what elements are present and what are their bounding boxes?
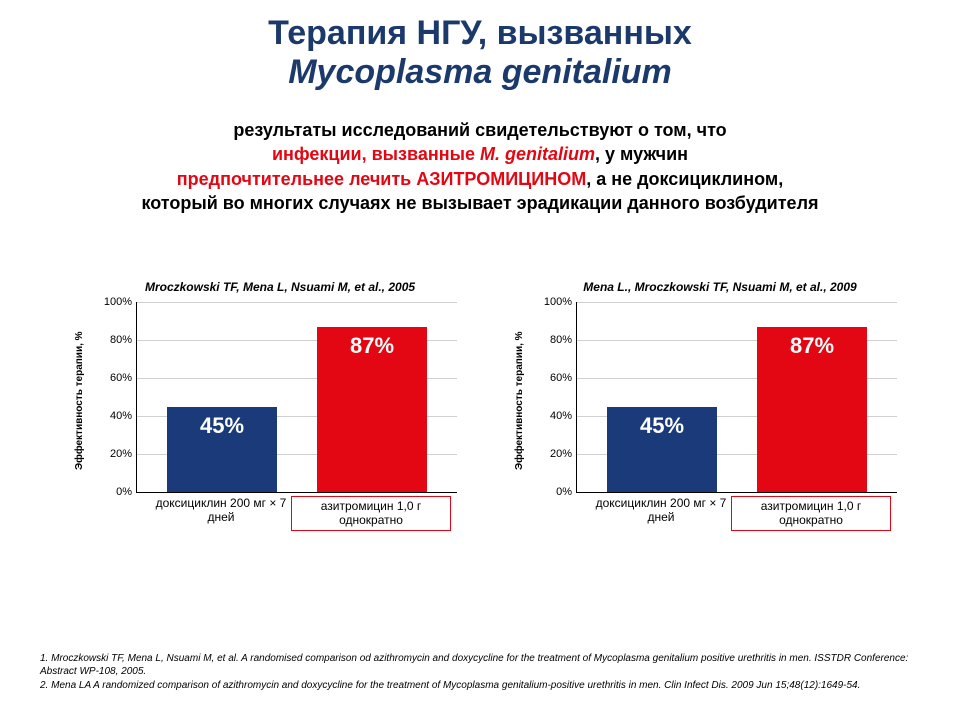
chart-left-title: Mroczkowski TF, Mena L, Nsuami M, et al.…: [80, 280, 480, 294]
ytick: 100%: [102, 296, 132, 308]
bar-value-label: 45%: [607, 413, 717, 439]
references: 1. Mroczkowski TF, Mena L, Nsuami M, et …: [40, 652, 920, 693]
subtitle: результаты исследований свидетельствуют …: [40, 118, 920, 215]
chart-right-plot: 45% 87%: [576, 302, 897, 493]
bar: 45%: [167, 407, 277, 493]
subtitle-l1: результаты исследований свидетельствуют …: [233, 120, 726, 140]
ytick: 0%: [102, 486, 132, 498]
ytick: 20%: [102, 448, 132, 460]
subtitle-l3a: предпочтительнее лечить АЗИТРОМИЦИНОМ: [177, 169, 586, 189]
subtitle-l2a: инфекции, вызванные: [272, 144, 480, 164]
chart-left-ylabel: Эффективность терапии, %: [74, 331, 85, 470]
ytick: 0%: [542, 486, 572, 498]
subtitle-l3b: , а не доксициклином,: [586, 169, 783, 189]
slide-title: Терапия НГУ, вызванных Mycoplasma genita…: [0, 14, 960, 92]
x-axis-label: азитромицин 1,0 годнократно: [291, 496, 451, 531]
chart-left: Mroczkowski TF, Mena L, Nsuami M, et al.…: [80, 280, 480, 540]
reference-1: 1. Mroczkowski TF, Mena L, Nsuami M, et …: [40, 652, 920, 679]
ytick: 80%: [102, 334, 132, 346]
bar-value-label: 87%: [757, 333, 867, 359]
bar: 45%: [607, 407, 717, 493]
ytick: 40%: [102, 410, 132, 422]
ytick: 80%: [542, 334, 572, 346]
chart-right-ylabel: Эффективность терапии, %: [514, 331, 525, 470]
ytick: 60%: [542, 372, 572, 384]
title-line2: Mycoplasma genitalium: [288, 53, 672, 91]
bar-value-label: 87%: [317, 333, 427, 359]
x-axis-label: азитромицин 1,0 годнократно: [731, 496, 891, 531]
chart-right: Mena L., Mroczkowski TF, Nsuami M, et al…: [520, 280, 920, 540]
x-axis-label: доксициклин 200 мг × 7дней: [141, 496, 301, 525]
slide: Терапия НГУ, вызванных Mycoplasma genita…: [0, 0, 960, 720]
bar: 87%: [757, 327, 867, 492]
bar: 87%: [317, 327, 427, 492]
title-line1: Терапия НГУ, вызванных: [268, 14, 692, 52]
ytick: 40%: [542, 410, 572, 422]
subtitle-l4: который во многих случаях не вызывает эр…: [141, 193, 818, 213]
subtitle-l2b: , у мужчин: [595, 144, 688, 164]
subtitle-l2-it: M. genitalium: [480, 144, 595, 164]
chart-right-title: Mena L., Mroczkowski TF, Nsuami M, et al…: [520, 280, 920, 294]
ytick: 100%: [542, 296, 572, 308]
reference-2: 2. Mena LA A randomized comparison of az…: [40, 679, 920, 693]
ytick: 20%: [542, 448, 572, 460]
bar-value-label: 45%: [167, 413, 277, 439]
x-axis-label: доксициклин 200 мг × 7дней: [581, 496, 741, 525]
ytick: 60%: [102, 372, 132, 384]
chart-left-plot: 45% 87%: [136, 302, 457, 493]
